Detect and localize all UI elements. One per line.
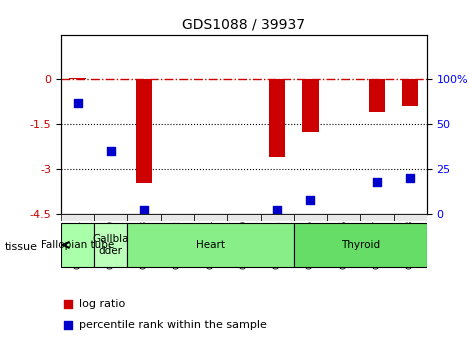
FancyBboxPatch shape: [94, 223, 128, 267]
FancyBboxPatch shape: [194, 214, 227, 221]
Bar: [302, 79, 319, 132]
FancyBboxPatch shape: [294, 214, 327, 221]
FancyBboxPatch shape: [128, 223, 294, 267]
FancyBboxPatch shape: [393, 214, 427, 221]
Point: [307, 197, 314, 202]
FancyBboxPatch shape: [61, 223, 94, 267]
Title: GDS1088 / 39937: GDS1088 / 39937: [182, 18, 305, 32]
FancyBboxPatch shape: [227, 214, 260, 221]
FancyBboxPatch shape: [128, 214, 161, 221]
FancyBboxPatch shape: [327, 214, 360, 221]
FancyBboxPatch shape: [260, 214, 294, 221]
Text: Heart: Heart: [196, 240, 225, 250]
Point: [140, 208, 148, 213]
Text: percentile rank within the sample: percentile rank within the sample: [79, 320, 267, 330]
FancyBboxPatch shape: [294, 223, 427, 267]
Text: log ratio: log ratio: [79, 299, 126, 309]
Point: [307, 4, 314, 9]
Text: tissue: tissue: [5, 242, 38, 252]
Bar: [369, 79, 385, 112]
Bar: [269, 79, 286, 157]
FancyBboxPatch shape: [360, 214, 393, 221]
Point: [307, 192, 314, 197]
Text: Fallopian tube: Fallopian tube: [41, 240, 114, 250]
Point: [407, 175, 414, 181]
Point: [74, 100, 81, 106]
FancyBboxPatch shape: [94, 214, 128, 221]
Text: Gallbla
dder: Gallbla dder: [92, 234, 129, 256]
Text: Thyroid: Thyroid: [340, 240, 380, 250]
Bar: [402, 79, 418, 106]
Point: [373, 179, 381, 184]
Point: [107, 148, 114, 154]
FancyBboxPatch shape: [161, 214, 194, 221]
Point: [273, 208, 281, 213]
FancyBboxPatch shape: [61, 214, 94, 221]
Bar: [69, 78, 86, 79]
Bar: [136, 79, 152, 183]
